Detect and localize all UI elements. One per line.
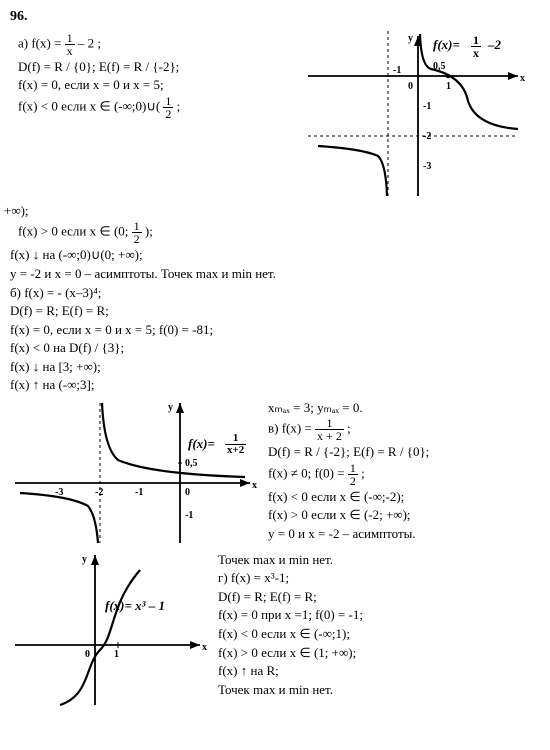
svg-text:0: 0	[408, 81, 413, 92]
b-line4: f(x) < 0 на D(f) / {3};	[10, 339, 540, 357]
svg-text:f(x)=: f(x)=	[188, 436, 215, 451]
graph-v: x y -3 -2 -1 0 0,5 -1 f(x)= 1x+2	[10, 398, 260, 548]
svg-text:-2: -2	[423, 131, 431, 142]
a-line2: D(f) = R / {0}; E(f) = R / {-2};	[18, 58, 308, 76]
svg-text:1: 1	[114, 649, 119, 660]
svg-text:-3: -3	[423, 161, 431, 172]
b-line5: f(x) ↓ на [3; +∞);	[10, 358, 540, 376]
svg-text:-3: -3	[55, 487, 63, 498]
v-line2: D(f) = R / {-2}; E(f) = R / {0};	[268, 443, 540, 461]
v-line3: f(x) ≠ 0; f(0) = 12 ;	[268, 462, 540, 487]
svg-text:–2: –2	[487, 37, 502, 52]
g-line3: f(x) = 0 при x =1; f(0) = -1;	[218, 606, 540, 624]
g-line1: г) f(x) = x³-1;	[218, 569, 540, 587]
a-line1: а) f(x) = 1x – 2 ;	[18, 32, 308, 57]
svg-text:x: x	[252, 480, 257, 491]
b-line2: D(f) = R; E(f) = R;	[10, 302, 540, 320]
part-g-text: Точек max и min нет. г) f(x) = x³-1; D(f…	[210, 550, 540, 710]
a-line5: +∞);	[4, 202, 540, 220]
b-line3: f(x) = 0, если x = 0 и x = 5; f(0) = -81…	[10, 321, 540, 339]
a-line7: f(x) ↓ на (-∞;0)∪(0; +∞);	[10, 246, 540, 264]
part-a-b-mid: +∞); f(x) > 0 если x ∈ (0; 12 ); f(x) ↓ …	[10, 202, 540, 394]
a-line4: f(x) < 0 если x ∈ (-∞;0)∪( 12 ;	[18, 95, 308, 120]
a-line6: f(x) > 0 если x ∈ (0; 12 );	[10, 220, 540, 245]
graph-a: x y -1 1 0 0,5 -1 -2 -3 f(x)= 1x –2	[308, 31, 528, 201]
g-line6: f(x) ↑ на R;	[218, 662, 540, 680]
frac-1-x: 1x	[65, 32, 75, 57]
v-line5: f(x) > 0 если x ∈ (-2; +∞);	[268, 506, 540, 524]
svg-text:0: 0	[185, 487, 190, 498]
svg-text:0,5: 0,5	[185, 458, 198, 469]
v-line4: f(x) < 0 если x ∈ (-∞;-2);	[268, 488, 540, 506]
svg-text:0: 0	[85, 649, 90, 660]
part-v-text: xₘₐₓ = 3; yₘₐₓ = 0. в) f(x) = 1x + 2 ; D…	[260, 398, 540, 548]
v-line0: xₘₐₓ = 3; yₘₐₓ = 0.	[268, 399, 540, 417]
svg-text:y: y	[82, 554, 87, 565]
svg-text:-1: -1	[135, 487, 143, 498]
g-line4: f(x) < 0 если x ∈ (-∞;1);	[218, 625, 540, 643]
graph-a-label: f(x)= 1x –2	[433, 34, 502, 64]
b-line1: б) f(x) = - (x–3)⁴;	[10, 284, 540, 302]
svg-text:f(x)=: f(x)=	[433, 37, 460, 52]
v-line6: y = 0 и x = -2 – асимптоты.	[268, 525, 540, 543]
svg-text:y: y	[168, 402, 173, 413]
svg-text:-2: -2	[95, 487, 103, 498]
svg-text:-1: -1	[185, 510, 193, 521]
g-line7: Точек max и min нет.	[218, 681, 540, 699]
svg-text:1: 1	[446, 81, 451, 92]
graph-g-label: f(x)= x³ – 1	[105, 598, 165, 613]
g-line2: D(f) = R; E(f) = R;	[218, 588, 540, 606]
svg-text:-1: -1	[423, 101, 431, 112]
g-line0: Точек max и min нет.	[218, 551, 540, 569]
svg-text:x: x	[202, 642, 207, 653]
v-line1: в) f(x) = 1x + 2 ;	[268, 417, 540, 442]
graph-v-label: f(x)= 1x+2	[188, 433, 261, 463]
svg-text:x: x	[520, 73, 525, 84]
graph-g: x y 0 1 f(x)= x³ – 1	[10, 550, 210, 710]
g-line5: f(x) > 0 если x ∈ (1; +∞);	[218, 644, 540, 662]
svg-text:y: y	[408, 33, 413, 44]
problem-number: 96.	[10, 8, 540, 27]
b-line6: f(x) ↑ на (-∞;3];	[10, 376, 540, 394]
a-line8: y = -2 и x = 0 – асимптоты. Точек max и …	[10, 265, 540, 283]
part-a-text: а) f(x) = 1x – 2 ; D(f) = R / {0}; E(f) …	[10, 31, 308, 201]
svg-text:0,5: 0,5	[433, 61, 446, 72]
svg-text:-1: -1	[393, 65, 401, 76]
a-line3: f(x) = 0, если x = 0 и x = 5;	[18, 76, 308, 94]
